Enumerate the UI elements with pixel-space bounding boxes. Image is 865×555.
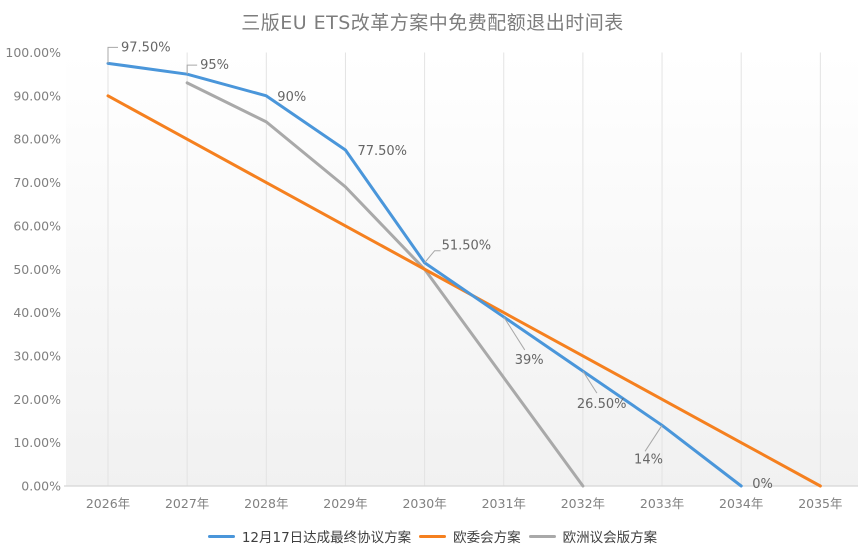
label-leader-line [424, 250, 441, 264]
label-leader-line [503, 316, 526, 351]
plot-area [66, 52, 858, 486]
legend-label: 欧洲议会版方案 [562, 530, 658, 546]
legend-line-swatch [207, 534, 235, 538]
data-point-label: 97.50% [121, 40, 171, 55]
label-leader-line [107, 46, 118, 64]
data-point-label: 14% [634, 452, 663, 467]
data-point-label: 39% [515, 353, 544, 368]
label-leader-line [644, 425, 663, 452]
x-axis-tick-label: 2034年 [719, 496, 763, 511]
x-axis-tick-label: 2035年 [798, 496, 842, 511]
y-axis-tick-label: 100.00% [5, 45, 61, 60]
x-axis-tick-label: 2028年 [244, 496, 288, 511]
x-axis-tick-label: 2031年 [482, 496, 526, 511]
label-leader-line [582, 370, 598, 394]
legend-label: 欧委会方案 [453, 530, 521, 546]
y-axis-tick-label: 30.00% [13, 348, 61, 363]
y-axis-tick-label: 40.00% [13, 305, 61, 320]
data-point-label: 51.50% [442, 239, 492, 254]
series-line-2 [185, 81, 585, 488]
data-point-label: 0% [752, 477, 773, 492]
data-point-label: 90% [277, 90, 306, 105]
data-point-label: 77.50% [357, 144, 407, 159]
legend-item-1[interactable]: 欧委会方案 [419, 526, 521, 546]
legend-item-2[interactable]: 欧洲议会版方案 [528, 526, 658, 546]
legend-item-0[interactable]: 12月17日达成最终协议方案 [207, 526, 412, 546]
x-axis-tick-label: 2027年 [165, 496, 209, 511]
chart-legend: 12月17日达成最终协议方案 欧委会方案 欧洲议会版方案 [0, 526, 865, 546]
y-axis-tick-label: 20.00% [13, 392, 61, 407]
x-axis-tick-label: 2033年 [640, 496, 684, 511]
data-point-label: 26.50% [577, 397, 627, 412]
y-axis-tick-label: 90.00% [13, 88, 61, 103]
x-axis-tick-label: 2026年 [86, 496, 130, 511]
x-axis-tick-label: 2030年 [402, 496, 446, 511]
y-axis-tick-label: 50.00% [13, 262, 61, 277]
x-axis-tick-label: 2029年 [323, 496, 367, 511]
y-axis-tick-label: 60.00% [13, 218, 61, 233]
legend-line-swatch [419, 534, 447, 538]
chart-title: 三版EU ETS改革方案中免费配额退出时间表 [241, 12, 624, 34]
legend-line-swatch [528, 534, 556, 538]
legend-label: 12月17日达成最终协议方案 [241, 530, 412, 546]
data-point-label: 95% [200, 58, 229, 73]
x-axis-tick-label: 2032年 [561, 496, 605, 511]
y-axis-tick-label: 80.00% [13, 132, 61, 147]
y-axis-tick-label: 0.00% [21, 479, 61, 494]
y-axis-tick-label: 10.00% [13, 435, 61, 450]
y-axis-tick-label: 70.00% [13, 175, 61, 190]
label-leader-line [186, 64, 198, 75]
